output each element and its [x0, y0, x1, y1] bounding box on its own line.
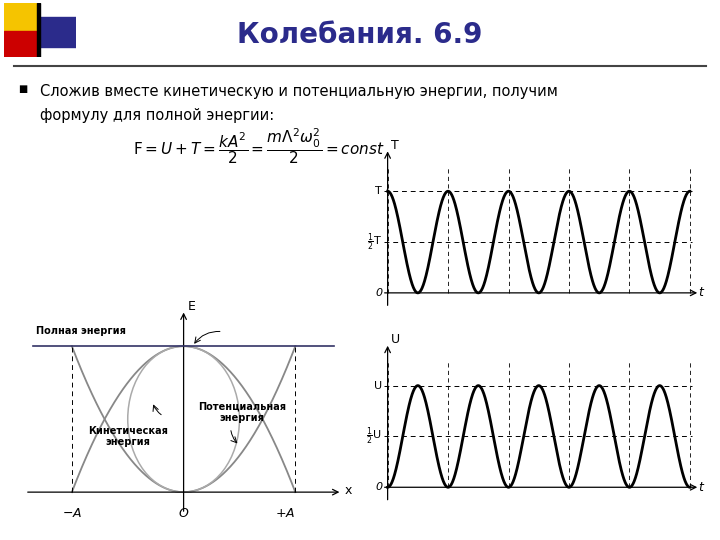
Text: $t$: $t$ [698, 286, 706, 299]
Text: E: E [188, 300, 196, 313]
Text: Колебания. 6.9: Колебания. 6.9 [238, 21, 482, 49]
Text: $\mathrm{F} = U + T = \dfrac{kA^{2}}{2} = \dfrac{m\Lambda^{2}\omega_{0}^{2}}{2} : $\mathrm{F} = U + T = \dfrac{kA^{2}}{2} … [133, 126, 385, 166]
Text: $+A$: $+A$ [275, 507, 295, 519]
Text: 0: 0 [376, 288, 383, 298]
Text: формулу для полной энергии:: формулу для полной энергии: [40, 108, 274, 123]
Text: Кинетическая
энергия: Кинетическая энергия [88, 426, 168, 448]
Text: Сложив вместе кинетическую и потенциальную энергии, получим: Сложив вместе кинетическую и потенциальн… [40, 84, 557, 99]
Text: ■: ■ [18, 84, 27, 94]
Text: $t$: $t$ [698, 481, 706, 494]
Text: 0: 0 [376, 482, 383, 492]
Text: T: T [375, 186, 382, 196]
Text: $\frac{1}{2}$T: $\frac{1}{2}$T [366, 231, 382, 253]
Text: U: U [390, 333, 400, 346]
Text: Потенциальная
энергия: Потенциальная энергия [198, 401, 286, 423]
Text: $O$: $O$ [178, 507, 189, 519]
Text: T: T [390, 139, 398, 152]
Text: $\frac{1}{2}$U: $\frac{1}{2}$U [366, 426, 382, 447]
Text: U: U [374, 381, 382, 390]
Text: Полная энергия: Полная энергия [36, 326, 126, 336]
Bar [37, 3, 40, 57]
Text: $-A$: $-A$ [62, 507, 82, 519]
Bar [4, 3, 38, 31]
Bar [24, 17, 76, 47]
Bar [4, 31, 38, 57]
Text: x: x [344, 484, 352, 497]
